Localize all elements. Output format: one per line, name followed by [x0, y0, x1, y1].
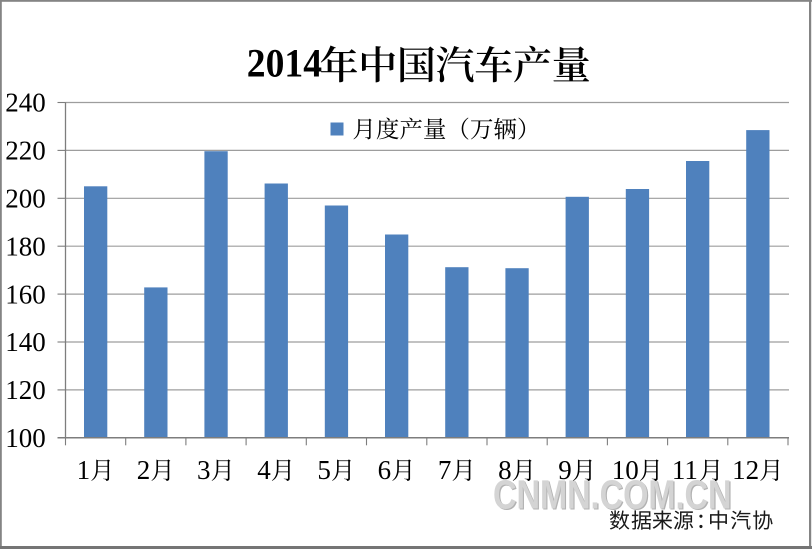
svg-text:140: 140: [5, 327, 46, 357]
svg-text:160: 160: [5, 279, 46, 309]
svg-text:CNMN.COM.CN: CNMN.COM.CN: [494, 473, 733, 519]
svg-text:2014: 2014: [247, 41, 322, 86]
svg-text:200: 200: [5, 184, 46, 214]
svg-text:9: 9: [558, 455, 572, 485]
svg-text:1: 1: [77, 455, 91, 485]
svg-text:11: 11: [672, 455, 698, 485]
svg-text:3: 3: [197, 455, 211, 485]
svg-text:2: 2: [137, 455, 151, 485]
svg-text:220: 220: [5, 136, 46, 166]
svg-text:10: 10: [612, 455, 639, 485]
svg-text:100: 100: [5, 423, 46, 453]
svg-text:7: 7: [438, 455, 452, 485]
svg-text:12: 12: [732, 455, 759, 485]
svg-text:6: 6: [378, 455, 392, 485]
svg-text:4: 4: [257, 455, 271, 485]
svg-text:CNMN.COM.CN: CNMN.COM.CN: [493, 472, 732, 518]
svg-text:8: 8: [498, 455, 512, 485]
svg-text:5: 5: [317, 455, 331, 485]
svg-text:240: 240: [5, 88, 46, 118]
svg-text:120: 120: [5, 375, 46, 405]
svg-text:180: 180: [5, 231, 46, 261]
